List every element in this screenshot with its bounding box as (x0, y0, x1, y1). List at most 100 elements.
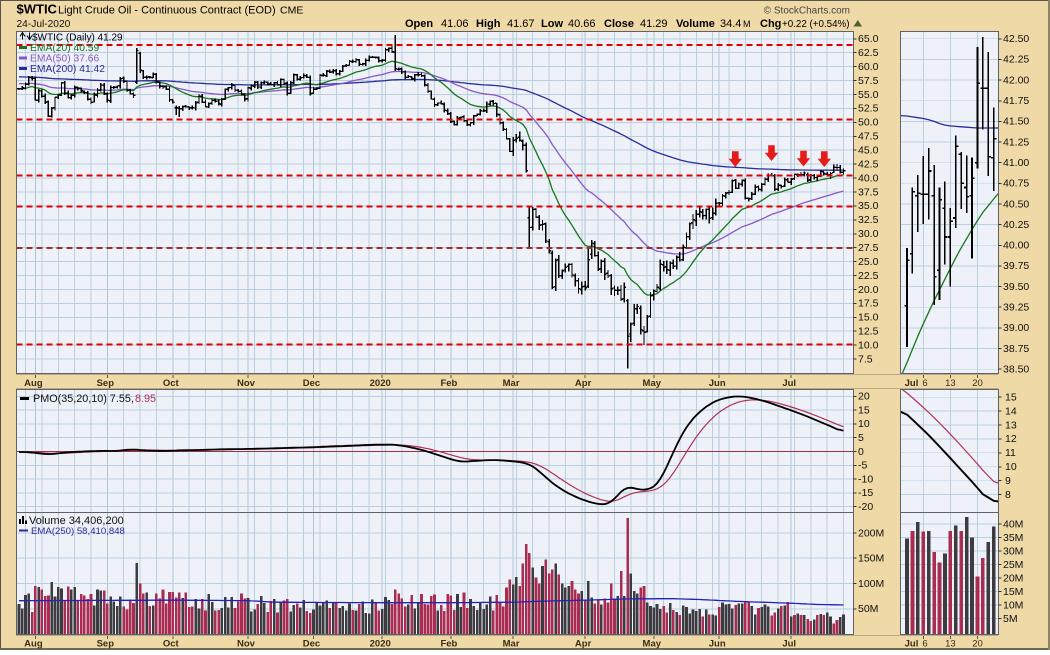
svg-text:100M: 100M (858, 578, 884, 590)
svg-text:39.25: 39.25 (1003, 302, 1029, 314)
svg-text:May: May (643, 638, 662, 649)
svg-text:Sep: Sep (97, 378, 115, 389)
svg-text:35.0: 35.0 (858, 200, 879, 212)
svg-text:5: 5 (858, 432, 864, 444)
svg-text:14: 14 (1005, 405, 1017, 417)
svg-text:Jul: Jul (782, 378, 796, 389)
svg-text:15: 15 (858, 405, 870, 417)
svg-text:35M: 35M (1003, 532, 1023, 544)
svg-text:12: 12 (1005, 433, 1017, 445)
svg-text:50M: 50M (858, 603, 878, 615)
svg-text:Oct: Oct (163, 378, 180, 389)
svg-text:Apr: Apr (575, 378, 592, 389)
svg-text:40.75: 40.75 (1003, 178, 1029, 190)
svg-text:150M: 150M (858, 553, 884, 565)
svg-text:40.66: 40.66 (568, 18, 596, 30)
svg-text:34.4: 34.4 (720, 18, 741, 30)
svg-text:High: High (476, 18, 501, 30)
svg-text:25M: 25M (1003, 559, 1023, 571)
svg-text:13: 13 (945, 638, 956, 649)
svg-text:9: 9 (1005, 475, 1011, 487)
svg-text:42.00: 42.00 (1003, 74, 1029, 86)
svg-text:20: 20 (972, 378, 983, 389)
svg-text:42.25: 42.25 (1003, 54, 1029, 66)
svg-text:Jun: Jun (709, 378, 726, 389)
svg-text:22.5: 22.5 (858, 270, 879, 282)
svg-text:CME: CME (280, 5, 303, 17)
svg-text:8.95: 8.95 (135, 393, 156, 405)
svg-text:-20: -20 (858, 501, 873, 513)
svg-text:40.50: 40.50 (1003, 198, 1029, 210)
svg-text:41.50: 41.50 (1003, 116, 1029, 128)
svg-text:32.5: 32.5 (858, 214, 879, 226)
svg-text:10.0: 10.0 (858, 340, 879, 352)
svg-text:© StockCharts.com: © StockCharts.com (764, 6, 850, 17)
svg-text:38.50: 38.50 (1003, 364, 1029, 376)
svg-text:17.5: 17.5 (858, 298, 879, 310)
svg-text:Jul: Jul (905, 378, 919, 389)
svg-text:50.0: 50.0 (858, 117, 879, 129)
svg-text:45.0: 45.0 (858, 145, 879, 157)
svg-text:+0.22 (+0.54%): +0.22 (+0.54%) (782, 19, 850, 30)
svg-text:39.50: 39.50 (1003, 281, 1029, 293)
svg-text:40M: 40M (1003, 518, 1023, 530)
svg-text:10M: 10M (1003, 599, 1023, 611)
svg-text:Nov: Nov (237, 378, 256, 389)
svg-text:Volume: Volume (676, 18, 715, 30)
svg-text:Apr: Apr (575, 638, 592, 649)
svg-text:41.06: 41.06 (441, 18, 469, 30)
svg-text:Sep: Sep (97, 638, 115, 649)
svg-text:Light Crude Oil - Continuous C: Light Crude Oil - Continuous Contract (E… (58, 5, 276, 17)
svg-text:40.00: 40.00 (1003, 240, 1029, 252)
svg-text:41.75: 41.75 (1003, 95, 1029, 107)
svg-text:PMO(35,20,10) 7.55,: PMO(35,20,10) 7.55, (33, 393, 134, 405)
svg-text:11: 11 (1005, 447, 1016, 459)
svg-text:EMA(50) 37.66: EMA(50) 37.66 (30, 54, 100, 65)
svg-text:41.29: 41.29 (640, 18, 668, 30)
svg-text:41.00: 41.00 (1003, 157, 1029, 169)
svg-text:20: 20 (972, 638, 983, 649)
svg-text:EMA(200) 41.42: EMA(200) 41.42 (30, 64, 105, 75)
svg-text:EMA(250) 58,410,848: EMA(250) 58,410,848 (31, 526, 125, 537)
svg-text:57.5: 57.5 (858, 75, 879, 87)
svg-text:2020: 2020 (370, 638, 391, 649)
svg-text:-5: -5 (858, 460, 867, 472)
svg-text:0: 0 (858, 446, 864, 458)
svg-text:40.25: 40.25 (1003, 219, 1029, 231)
svg-text:Low: Low (541, 18, 563, 30)
svg-text:Oct: Oct (163, 638, 180, 649)
svg-text:13: 13 (1005, 419, 1017, 431)
svg-text:10: 10 (858, 418, 870, 430)
svg-text:38.75: 38.75 (1003, 343, 1029, 355)
svg-text:27.5: 27.5 (858, 242, 879, 254)
svg-text:Aug: Aug (24, 378, 43, 389)
svg-text:Mar: Mar (503, 638, 520, 649)
svg-text:Volume 34,406,200: Volume 34,406,200 (29, 515, 124, 527)
svg-text:Nov: Nov (237, 638, 256, 649)
svg-text:-10: -10 (858, 473, 873, 485)
svg-text:62.5: 62.5 (858, 47, 879, 59)
svg-text:24-Jul-2020: 24-Jul-2020 (17, 19, 71, 30)
svg-text:EMA(20) 40.59: EMA(20) 40.59 (30, 43, 100, 54)
svg-text:20M: 20M (1003, 572, 1023, 584)
svg-text:Dec: Dec (303, 378, 320, 389)
svg-text:Dec: Dec (303, 638, 320, 649)
svg-text:37.5: 37.5 (858, 186, 879, 198)
svg-text:41.67: 41.67 (507, 18, 535, 30)
svg-text:2020: 2020 (370, 378, 391, 389)
svg-text:30M: 30M (1003, 545, 1023, 557)
svg-text:8: 8 (1005, 489, 1011, 501)
svg-text:25.0: 25.0 (858, 256, 879, 268)
svg-text:6: 6 (922, 638, 927, 649)
svg-text:15: 15 (1005, 392, 1017, 404)
svg-text:Open: Open (405, 18, 433, 30)
svg-text:Close: Close (604, 18, 634, 30)
svg-text:65.0: 65.0 (858, 33, 879, 45)
svg-text:42.5: 42.5 (858, 158, 879, 170)
svg-text:15M: 15M (1003, 586, 1023, 598)
svg-text:15.0: 15.0 (858, 312, 879, 324)
svg-text:May: May (643, 378, 662, 389)
svg-text:-15: -15 (858, 487, 873, 499)
svg-text:7.5: 7.5 (858, 353, 873, 365)
svg-text:Chg: Chg (760, 18, 781, 30)
